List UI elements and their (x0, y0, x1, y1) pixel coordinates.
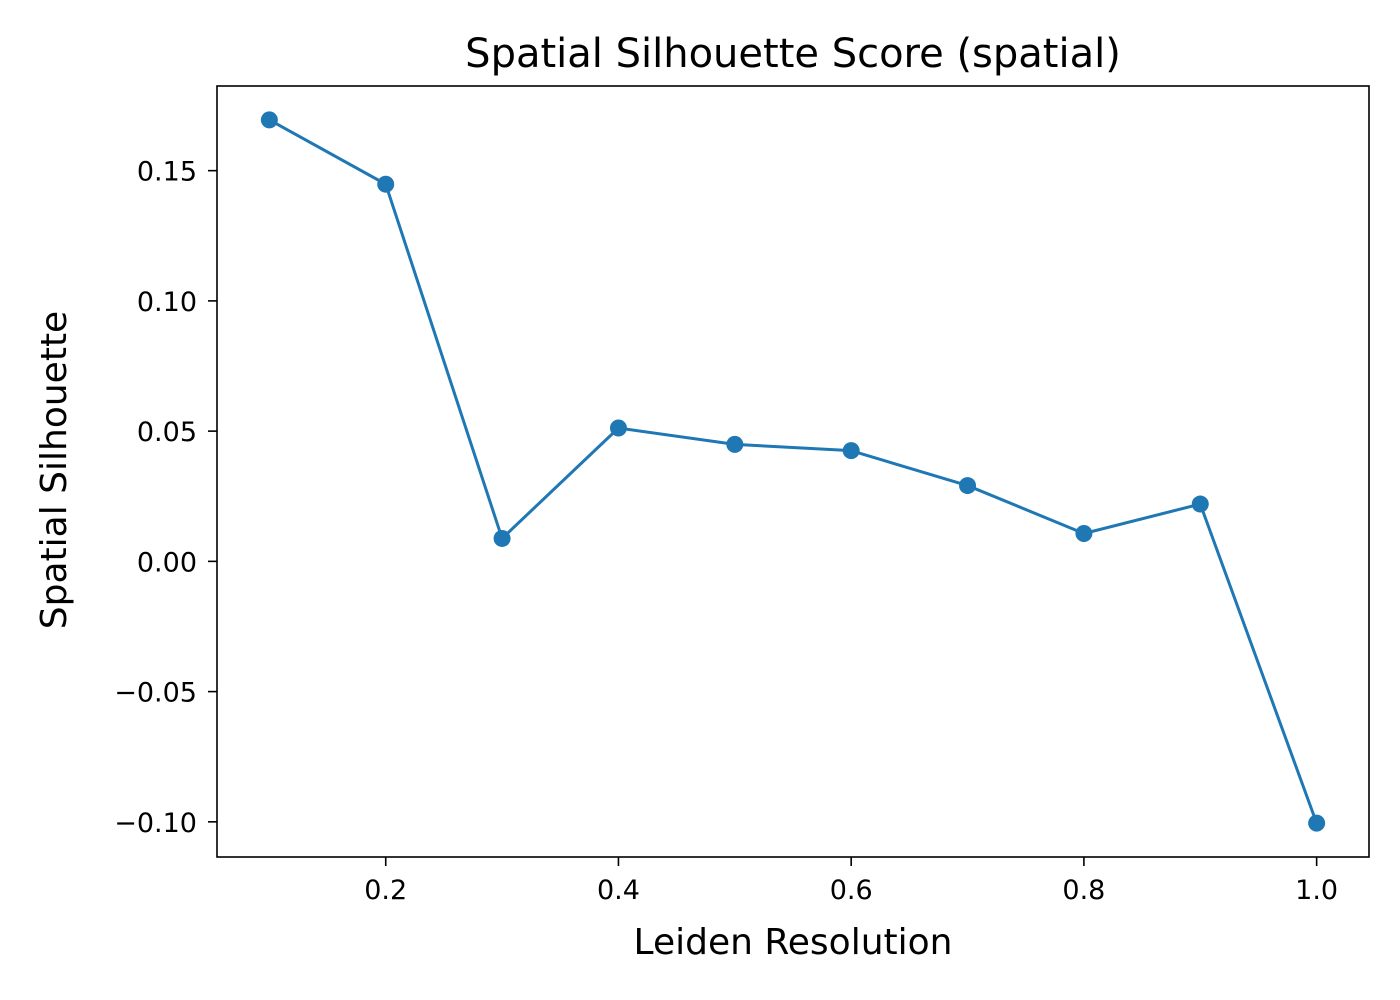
x-tick-label: 0.4 (597, 875, 640, 906)
y-tick-label: 0.15 (137, 157, 197, 188)
data-point (260, 111, 278, 129)
y-tick-label: −0.05 (114, 678, 197, 709)
y-tick-label: 0.10 (137, 287, 197, 318)
y-tick-label: 0.00 (137, 547, 197, 578)
data-point (1191, 495, 1209, 513)
series-line (268, 118, 1319, 824)
x-tick-label: 0.8 (1062, 875, 1105, 906)
data-point (609, 419, 627, 437)
data-point (1308, 814, 1326, 832)
x-axis-label: Leiden Resolution (634, 922, 953, 963)
x-tick-label: 0.6 (830, 875, 873, 906)
data-point (493, 529, 511, 547)
axes-frame (216, 85, 1370, 858)
data-point (842, 442, 860, 460)
plot-area: 0.2 0.4 0.6 0.8 1.0 −0.10 −0.05 0.00 0.05 0.10 0.1… (114, 85, 1370, 906)
data-point (1075, 524, 1093, 542)
x-tick-label: 1.0 (1295, 875, 1338, 906)
y-tick-label: 0.05 (137, 417, 197, 448)
data-point (959, 477, 977, 495)
data-point (726, 435, 744, 453)
y-tick-label: −0.10 (114, 808, 197, 839)
y-axis-label: Spatial Silhouette (34, 311, 75, 629)
x-tick-label: 0.2 (364, 875, 407, 906)
data-point (377, 175, 395, 193)
chart-title: Spatial Silhouette Score (spatial) (465, 31, 1121, 77)
